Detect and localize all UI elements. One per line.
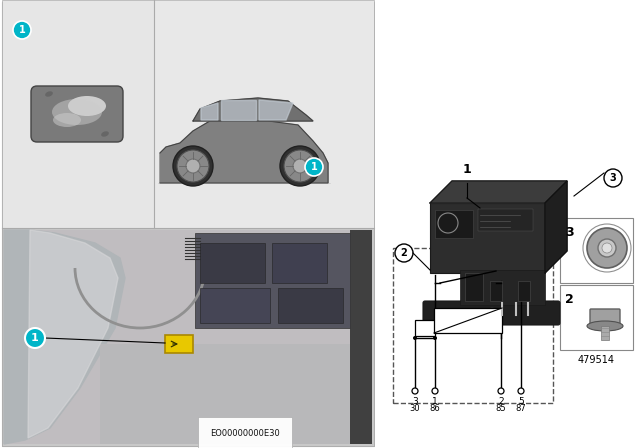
Text: 1: 1 [31, 333, 39, 343]
Polygon shape [201, 103, 218, 120]
Circle shape [186, 159, 200, 173]
Bar [518, 281, 530, 301]
Bar [200, 288, 270, 323]
FancyBboxPatch shape [590, 309, 620, 327]
Bar [560, 218, 633, 283]
Bar [560, 285, 633, 350]
Circle shape [13, 21, 31, 39]
Polygon shape [193, 98, 313, 121]
Text: 86: 86 [429, 404, 440, 413]
Bar [100, 344, 370, 444]
Bar [2, 2, 374, 446]
Circle shape [293, 159, 307, 173]
Text: 2: 2 [565, 293, 573, 306]
Circle shape [412, 388, 418, 394]
Bar [465, 273, 483, 301]
Text: 1: 1 [432, 397, 438, 406]
Ellipse shape [587, 321, 623, 331]
Ellipse shape [101, 131, 109, 137]
Text: 1: 1 [19, 25, 26, 35]
Bar [478, 209, 533, 231]
Bar [195, 233, 350, 328]
Polygon shape [4, 230, 125, 444]
Text: EO00000000E30: EO00000000E30 [210, 429, 280, 438]
Ellipse shape [53, 113, 81, 127]
Text: 85: 85 [496, 404, 506, 413]
Circle shape [498, 388, 504, 394]
Bar [2, 228, 374, 446]
Bar [430, 203, 545, 273]
Bar [278, 288, 343, 323]
Bar [375, 0, 640, 448]
Ellipse shape [68, 96, 106, 116]
Circle shape [518, 388, 524, 394]
Polygon shape [160, 121, 328, 183]
Text: 1: 1 [463, 163, 472, 176]
Bar [350, 230, 372, 444]
Circle shape [433, 336, 437, 340]
Polygon shape [545, 181, 567, 273]
Text: 3: 3 [412, 397, 418, 406]
Ellipse shape [52, 99, 102, 125]
Bar [490, 281, 502, 301]
Bar [460, 270, 545, 305]
Circle shape [25, 328, 45, 348]
Text: 1: 1 [310, 162, 317, 172]
Circle shape [587, 228, 627, 268]
Bar [2, 0, 154, 228]
Polygon shape [259, 100, 293, 120]
FancyBboxPatch shape [423, 301, 560, 325]
Bar [4, 230, 372, 444]
Bar [165, 335, 193, 353]
Circle shape [602, 243, 612, 253]
Bar [393, 248, 553, 403]
Text: 30: 30 [410, 404, 420, 413]
Polygon shape [221, 100, 256, 120]
Bar [435, 210, 473, 238]
Bar [434, 308, 502, 333]
Circle shape [395, 244, 413, 262]
Circle shape [413, 336, 417, 340]
FancyBboxPatch shape [31, 86, 123, 142]
Text: 87: 87 [516, 404, 526, 413]
Text: 3: 3 [565, 226, 573, 239]
Circle shape [487, 308, 497, 318]
Text: 3: 3 [610, 173, 616, 183]
Bar [415, 320, 435, 336]
Circle shape [173, 146, 213, 186]
Polygon shape [430, 181, 567, 203]
Text: 479514: 479514 [577, 355, 614, 365]
Circle shape [284, 150, 316, 182]
Bar [200, 243, 265, 283]
Bar [272, 243, 327, 283]
Circle shape [598, 239, 616, 257]
Circle shape [604, 169, 622, 187]
Bar [154, 0, 374, 228]
Text: 5: 5 [518, 397, 524, 406]
Bar [601, 326, 609, 340]
Text: 2: 2 [401, 248, 408, 258]
Circle shape [432, 388, 438, 394]
Ellipse shape [45, 91, 53, 97]
Circle shape [177, 150, 209, 182]
Circle shape [305, 158, 323, 176]
Text: 2: 2 [498, 397, 504, 406]
Circle shape [280, 146, 320, 186]
Polygon shape [28, 230, 118, 438]
